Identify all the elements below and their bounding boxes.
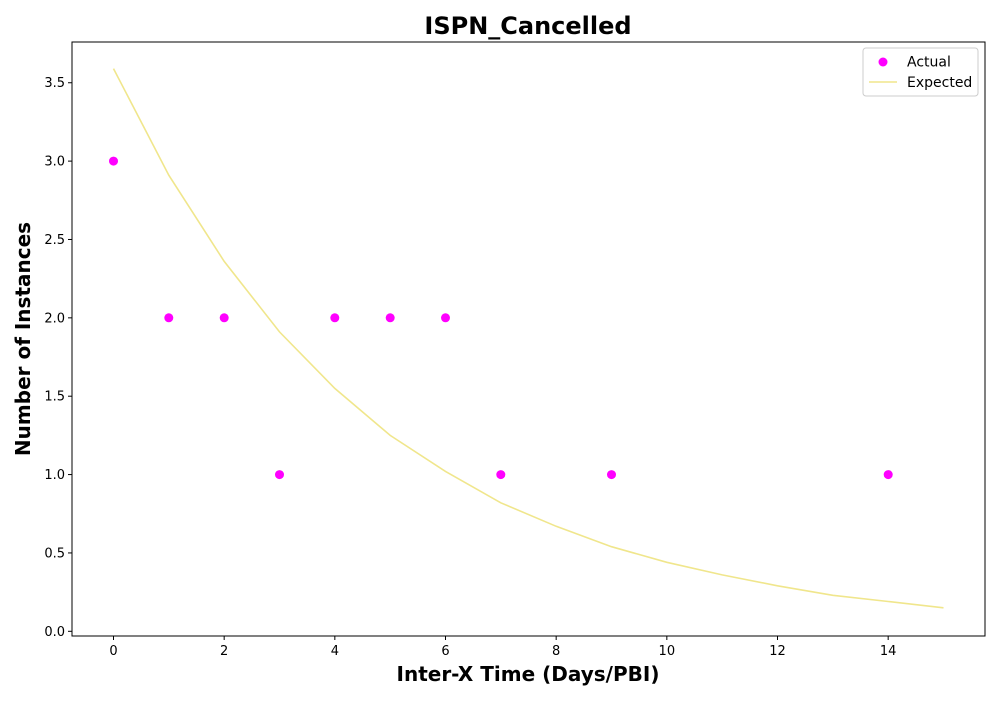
actual-data-point (109, 156, 118, 166)
y-tick-label: 0.0 (44, 625, 65, 640)
legend-expected-label: Expected (907, 75, 972, 91)
actual-data-point (496, 470, 506, 480)
y-tick-label: 3.5 (44, 76, 65, 91)
actual-data-point (219, 313, 229, 323)
x-tick-label: 0 (109, 644, 117, 659)
actual-data-point (607, 470, 616, 480)
x-tick-label: 4 (331, 644, 339, 659)
y-tick-label: 1.5 (44, 390, 65, 405)
x-axis-label: Inter-X Time (Days/PBI) (397, 662, 660, 686)
y-tick-label: 3.0 (44, 155, 65, 170)
actual-data-point (164, 313, 174, 323)
y-tick-label: 2.5 (44, 233, 65, 248)
plot-frame (71, 41, 986, 637)
y-axis-label: Number of Instances (11, 222, 35, 456)
plot-area: 0 2 4 6 8 10 12 14 0.0 0.5 1.0 1.5 2.0 2.5 3.0 3.5 (44, 41, 986, 659)
actual-data-point (275, 470, 284, 480)
legend: Actual Expected (862, 47, 979, 97)
actual-data-point (441, 313, 450, 323)
actual-data-point (385, 313, 395, 323)
x-tick-label: 2 (220, 644, 228, 659)
actual-data-point (883, 470, 893, 480)
y-tick-label: 1.0 (44, 468, 65, 483)
legend-actual-marker (878, 57, 888, 67)
y-tick-label: 0.5 (44, 546, 65, 561)
y-tick-label: 2.0 (44, 311, 65, 326)
x-tick-label: 12 (769, 644, 786, 659)
actual-data-point (330, 313, 340, 323)
legend-box (862, 47, 979, 97)
x-tick-label: 8 (552, 644, 560, 659)
legend-actual-label: Actual (907, 55, 951, 71)
x-tick-label: 10 (659, 644, 676, 659)
x-tick-label: 6 (441, 644, 449, 659)
expected-series-line (112, 68, 944, 609)
x-tick-label: 14 (880, 644, 897, 659)
chart-title: ISPN_Cancelled (424, 12, 631, 40)
